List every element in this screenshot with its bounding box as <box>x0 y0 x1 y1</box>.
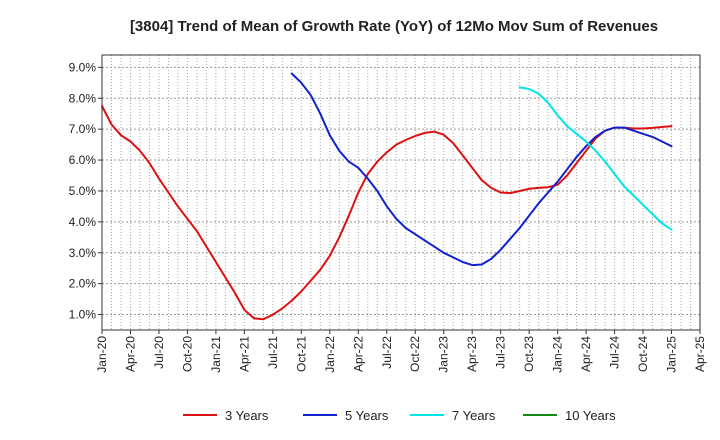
x-tick-label: Jan-21 <box>209 336 223 373</box>
legend-label: 10 Years <box>565 408 616 423</box>
x-tick-label: Oct-24 <box>636 336 650 372</box>
x-tick-label: Apr-22 <box>351 336 365 372</box>
y-tick-label: 1.0% <box>69 308 97 322</box>
y-tick-label: 5.0% <box>69 184 97 198</box>
series-line-3-years <box>101 105 673 321</box>
series-line-5-years <box>290 72 673 267</box>
y-tick-label: 7.0% <box>69 122 97 136</box>
y-tick-label: 9.0% <box>69 60 97 74</box>
x-tick-label: Oct-22 <box>408 336 422 372</box>
series-line-7-years <box>518 86 673 231</box>
x-tick-label: Jan-22 <box>323 336 337 373</box>
x-tick-label: Jul-20 <box>152 336 166 369</box>
x-tick-label: Jan-23 <box>437 336 451 373</box>
chart-title: [3804] Trend of Mean of Growth Rate (YoY… <box>130 18 658 35</box>
y-tick-label: 4.0% <box>69 215 97 229</box>
x-tick-label: Apr-21 <box>237 336 251 372</box>
x-tick-label: Jul-23 <box>494 336 508 369</box>
x-tick-label: Jan-25 <box>665 336 679 373</box>
series-lines <box>101 72 673 321</box>
y-tick-label: 8.0% <box>69 91 97 105</box>
grid <box>102 55 700 330</box>
y-tick-label: 6.0% <box>69 153 97 167</box>
x-tick-label: Oct-21 <box>294 336 308 372</box>
legend-label: 5 Years <box>345 408 389 423</box>
x-tick-label: Apr-20 <box>123 336 137 372</box>
x-tick-label: Apr-23 <box>465 336 479 372</box>
y-tick-label: 2.0% <box>69 277 97 291</box>
legend-label: 3 Years <box>225 408 269 423</box>
x-tick-label: Jan-20 <box>95 336 109 373</box>
x-tick-label: Apr-25 <box>693 336 707 372</box>
x-tick-label: Oct-20 <box>180 336 194 372</box>
x-tick-label: Jul-21 <box>266 336 280 369</box>
x-tick-label: Jul-22 <box>380 336 394 369</box>
x-tick-label: Jan-24 <box>551 336 565 373</box>
x-tick-label: Apr-24 <box>579 336 593 372</box>
y-tick-label: 3.0% <box>69 246 97 260</box>
legend: 3 Years 5 Years 7 Years 10 Years <box>183 408 616 423</box>
plot-frame <box>101 54 701 331</box>
legend-label: 7 Years <box>452 408 496 423</box>
x-axis: Jan-20 Apr-20 Jul-20 Oct-20 Jan-21 Apr-21 Jul-… <box>95 330 707 373</box>
y-axis: 1.0% 2.0% 3.0% 4.0% 5.0% 6.0% 7.0% 8.0% 9.0% <box>69 60 102 322</box>
plot-area <box>102 55 700 330</box>
x-tick-label: Oct-23 <box>522 336 536 372</box>
x-tick-label: Jul-24 <box>608 336 622 369</box>
